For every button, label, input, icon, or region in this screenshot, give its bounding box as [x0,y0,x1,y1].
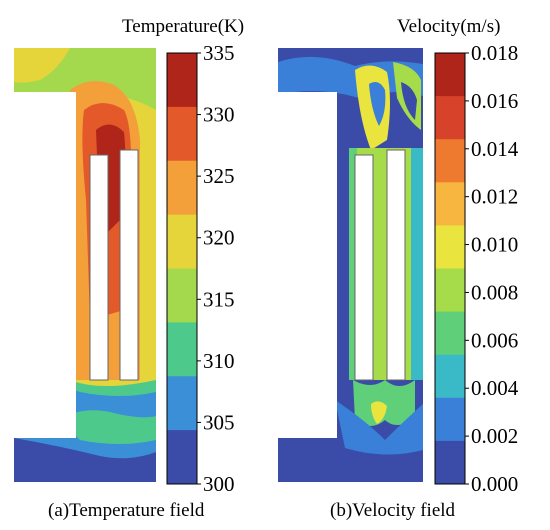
solid-wall-region [275,92,337,438]
velocity-colorbar [434,52,466,485]
temperature-colorbar-segment [167,106,197,162]
temperature-colorbar-tick-label: 305 [203,410,235,434]
heated-plate-left [89,154,109,381]
velocity-colorbar-tick-label: 0.016 [471,89,518,113]
velocity-colorbar-segment [435,397,465,442]
velocity-colorbar-segment [435,225,465,269]
temperature-colorbar-tick-label: 325 [203,164,235,188]
temperature-colorbar-segment [167,160,197,216]
temperature-colorbar-tick-label: 335 [203,41,235,65]
temperature-colorbar-segment [167,430,197,485]
temperature-caption: (a)Temperature field [48,500,205,521]
temperature-colorbar-ticks: 335 330 325 320 315 310 305 300 [197,41,235,496]
temperature-colorbar-segment [167,268,197,323]
temperature-colorbar-segment [167,53,197,108]
velocity-panel: Velocity(m/s) [275,0,550,530]
velocity-colorbar-tick-label: 0.006 [471,328,518,352]
temperature-colorbar-segment [167,322,197,377]
velocity-colorbar-tick-label: 0.018 [471,41,518,65]
velocity-colorbar-segment [435,139,465,183]
plate-left [354,154,374,381]
velocity-colorbar-tick-label: 0.012 [471,185,518,209]
temperature-colorbar-segment [167,214,197,269]
velocity-colorbar-segment [435,268,465,313]
velocity-caption: (b)Velocity field [330,500,456,521]
heated-plate-right [119,149,139,381]
temperature-colorbar-tick-label: 310 [203,349,235,373]
velocity-colorbar-tick-label: 0.014 [471,137,519,161]
temperature-field-plot: 335 330 325 320 315 310 305 300 [0,41,235,496]
velocity-colorbar-frame [434,52,466,485]
temperature-colorbar-segment [167,376,197,431]
velocity-colorbar-segment [435,311,465,356]
temperature-colorbar-title: Temperature(K) [122,16,245,37]
temperature-colorbar-frame [166,52,198,485]
velocity-colorbar-ticks: 0.018 0.016 0.014 0.012 0.010 0.008 0.006 0.004… [465,41,519,496]
temperature-colorbar-tick-label: 330 [203,103,235,127]
velocity-colorbar-segment [435,354,465,399]
velocity-colorbar-tick-label: 0.008 [471,280,518,304]
temperature-colorbar-tick-label: 300 [203,472,235,496]
velocity-colorbar-tick-label: 0.010 [471,233,518,257]
temperature-colorbar [166,52,198,485]
velocity-field-plot: 0.018 0.016 0.014 0.012 0.010 0.008 0.006 0.004… [275,41,519,496]
velocity-colorbar-tick-label: 0.000 [471,472,518,496]
temperature-panel: Temperature(K) [0,16,245,521]
temperature-colorbar-tick-label: 320 [203,226,235,250]
plate-right [386,149,406,381]
solid-wall-region [0,92,76,438]
velocity-colorbar-title: Velocity(m/s) [397,16,501,37]
velocity-colorbar-segment [435,440,465,485]
velocity-colorbar-segment [435,96,465,140]
temperature-colorbar-tick-label: 315 [203,287,235,311]
velocity-colorbar-tick-label: 0.002 [471,424,518,448]
velocity-colorbar-segment [435,53,465,97]
velocity-colorbar-segment [435,182,465,226]
velocity-colorbar-tick-label: 0.004 [471,376,519,400]
